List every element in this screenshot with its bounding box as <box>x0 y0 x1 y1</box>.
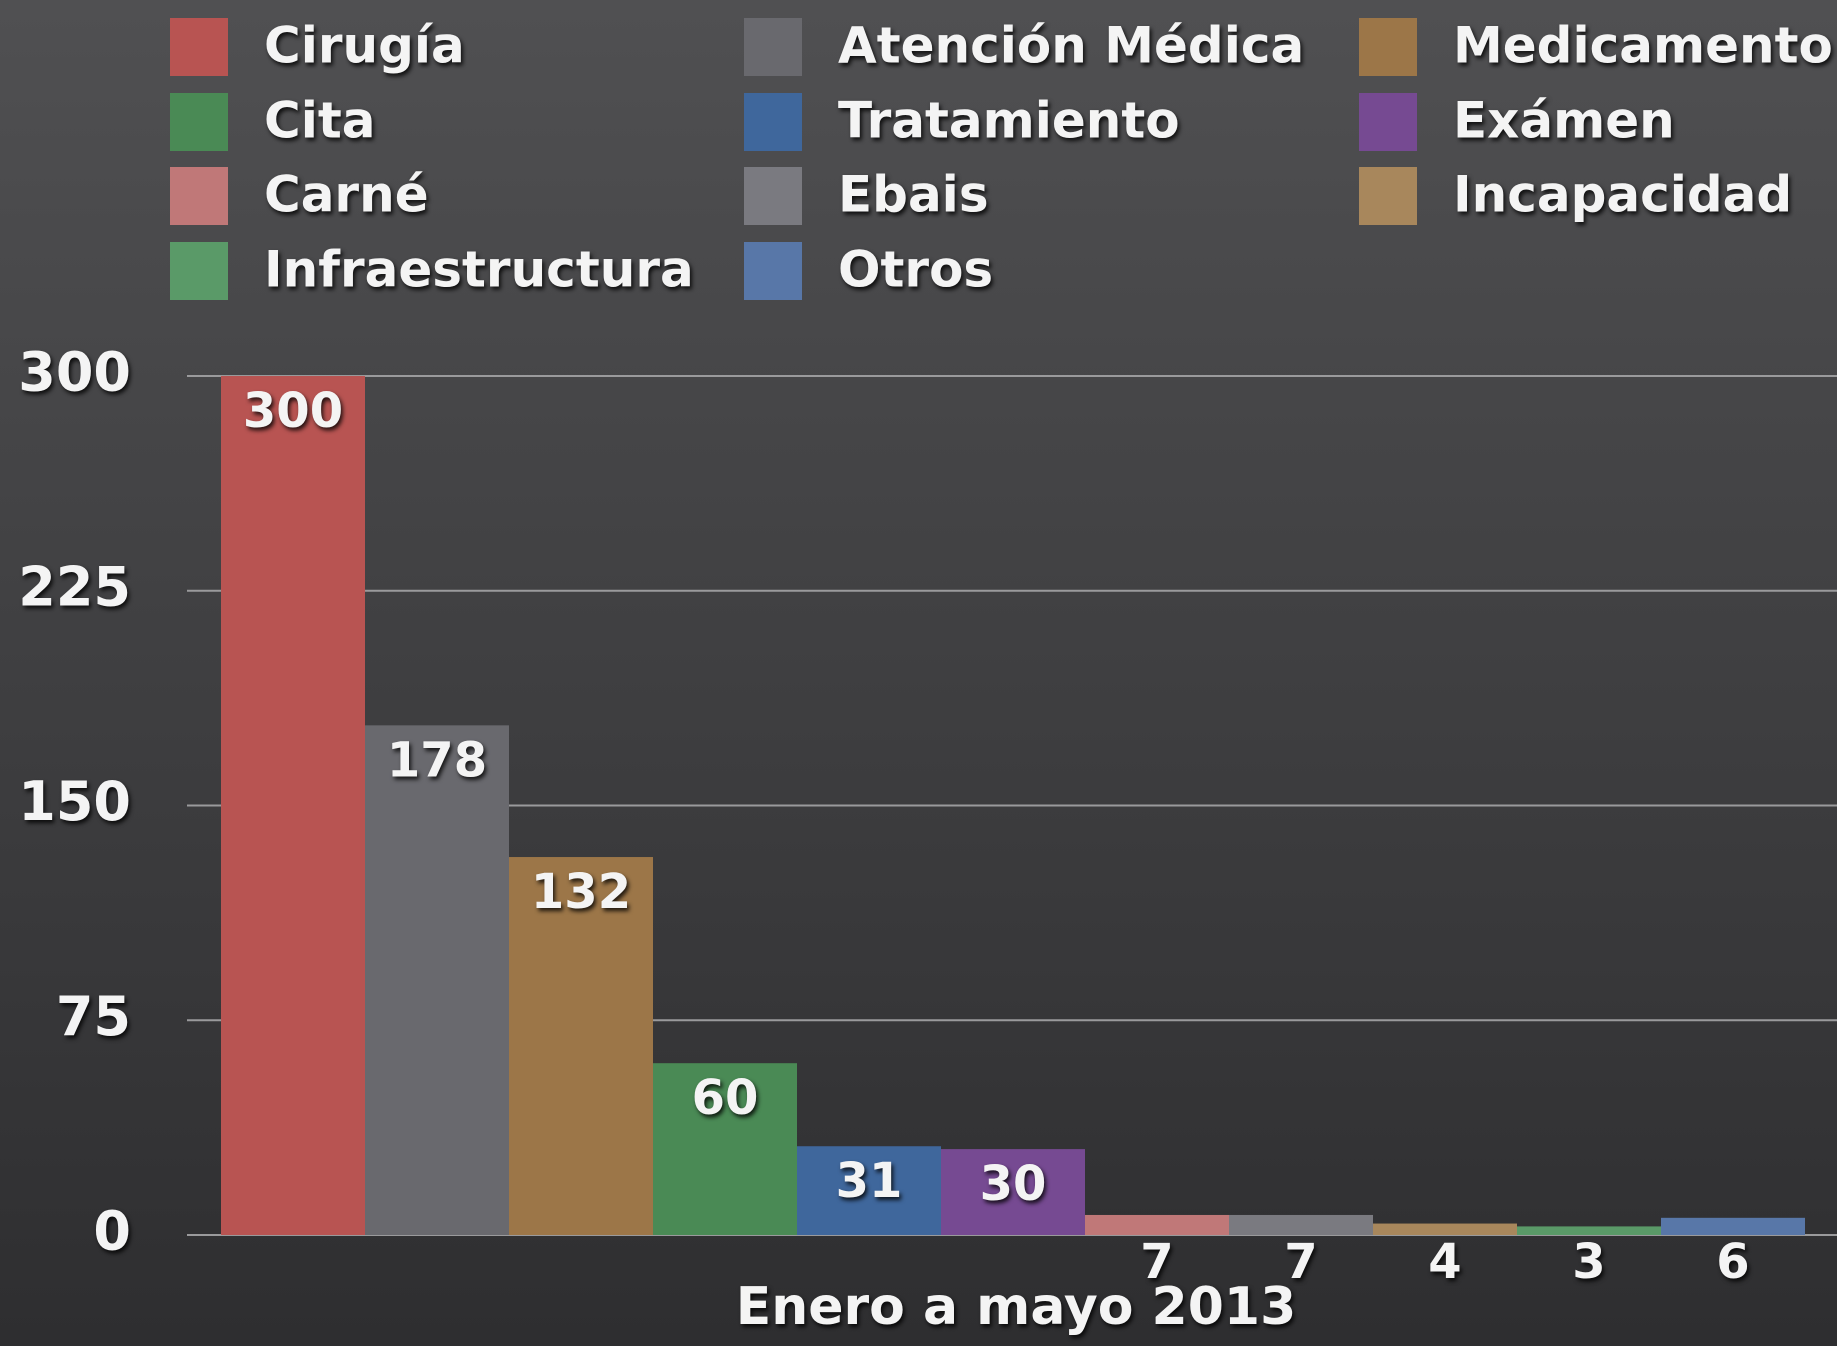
y-tick-label: 75 <box>56 985 131 1048</box>
bar <box>941 1149 1085 1235</box>
legend-swatch <box>1359 93 1417 151</box>
value-label: 4 <box>1428 1234 1461 1290</box>
y-tick-label: 300 <box>18 341 131 404</box>
legend-label: Cita <box>264 92 375 150</box>
value-label: 31 <box>836 1153 903 1209</box>
value-label: 30 <box>980 1156 1047 1212</box>
legend-swatch <box>744 93 802 151</box>
legend-label: Atención Médica <box>838 17 1304 75</box>
y-tick-label: 225 <box>18 555 131 618</box>
legend-label: Ebais <box>838 166 989 224</box>
value-label: 7 <box>1140 1234 1173 1290</box>
x-tick-label: Enero a mayo 2013 <box>736 1277 1297 1337</box>
bar <box>797 1146 941 1235</box>
legend-label: Cirugía <box>264 17 465 75</box>
legend-swatch <box>1359 18 1417 76</box>
legend-swatch <box>744 242 802 300</box>
bar <box>509 857 653 1235</box>
legend-label: Medicamento <box>1453 17 1833 75</box>
value-label: 178 <box>387 732 487 788</box>
value-label: 132 <box>531 864 631 920</box>
value-label: 7 <box>1284 1234 1317 1290</box>
legend-label: Carné <box>264 166 429 224</box>
legend-swatch <box>744 167 802 225</box>
bar <box>1373 1223 1517 1235</box>
legend-swatch <box>744 18 802 76</box>
legend-swatch <box>170 167 228 225</box>
legend-label: Incapacidad <box>1453 166 1792 224</box>
y-tick-label: 150 <box>18 770 131 833</box>
legend-label: Infraestructura <box>264 241 694 299</box>
value-label: 60 <box>692 1070 759 1126</box>
legend-swatch <box>170 242 228 300</box>
y-tick-label: 0 <box>93 1200 131 1263</box>
bar <box>1517 1226 1661 1235</box>
legend-label: Otros <box>838 241 993 299</box>
bar <box>1085 1214 1229 1235</box>
value-label: 3 <box>1572 1234 1605 1290</box>
value-label: 6 <box>1716 1234 1749 1290</box>
legend-swatch <box>170 18 228 76</box>
legend-label: Exámen <box>1453 92 1675 150</box>
bar <box>1229 1214 1373 1235</box>
bar <box>365 725 509 1235</box>
bar <box>653 1063 797 1235</box>
legend-swatch <box>170 93 228 151</box>
bar <box>1661 1217 1805 1235</box>
legend-swatch <box>1359 167 1417 225</box>
bar <box>221 376 365 1235</box>
legend-label: Tratamiento <box>838 92 1180 150</box>
value-label: 300 <box>243 383 343 439</box>
